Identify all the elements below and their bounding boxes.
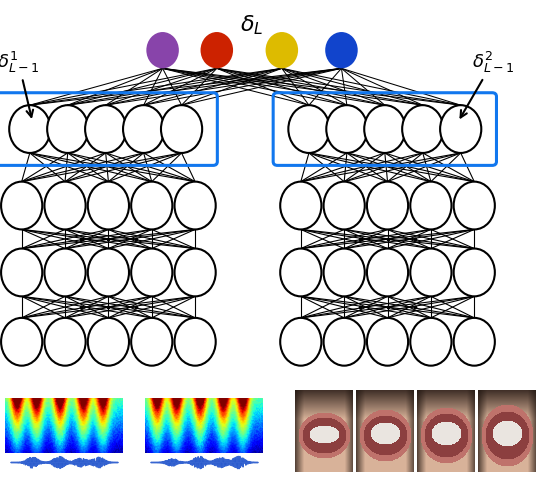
Ellipse shape	[454, 249, 495, 296]
Ellipse shape	[88, 182, 129, 229]
Ellipse shape	[454, 318, 495, 366]
Ellipse shape	[364, 105, 405, 153]
Ellipse shape	[324, 249, 365, 296]
Ellipse shape	[367, 182, 408, 229]
Ellipse shape	[280, 318, 321, 366]
Ellipse shape	[175, 182, 216, 229]
Ellipse shape	[325, 32, 358, 68]
Ellipse shape	[131, 318, 172, 366]
Ellipse shape	[47, 105, 88, 153]
Ellipse shape	[1, 182, 42, 229]
Ellipse shape	[1, 318, 42, 366]
Ellipse shape	[280, 182, 321, 229]
Ellipse shape	[161, 105, 202, 153]
Ellipse shape	[440, 105, 481, 153]
Ellipse shape	[288, 105, 330, 153]
Ellipse shape	[324, 182, 365, 229]
Ellipse shape	[326, 105, 367, 153]
Ellipse shape	[44, 182, 86, 229]
Ellipse shape	[201, 32, 233, 68]
Ellipse shape	[44, 318, 86, 366]
Ellipse shape	[146, 32, 179, 68]
Ellipse shape	[131, 182, 172, 229]
Ellipse shape	[454, 182, 495, 229]
Ellipse shape	[367, 249, 408, 296]
Ellipse shape	[410, 249, 451, 296]
Ellipse shape	[324, 318, 365, 366]
Ellipse shape	[367, 318, 408, 366]
Ellipse shape	[88, 249, 129, 296]
Ellipse shape	[9, 105, 50, 153]
Ellipse shape	[266, 32, 298, 68]
Ellipse shape	[402, 105, 443, 153]
Ellipse shape	[44, 249, 86, 296]
Text: $\delta_L$: $\delta_L$	[240, 13, 264, 37]
Ellipse shape	[280, 249, 321, 296]
Ellipse shape	[88, 318, 129, 366]
Ellipse shape	[85, 105, 126, 153]
Ellipse shape	[175, 249, 216, 296]
Text: $\delta^2_{L-1}$: $\delta^2_{L-1}$	[461, 50, 514, 118]
Ellipse shape	[131, 249, 172, 296]
Ellipse shape	[1, 249, 42, 296]
Ellipse shape	[410, 182, 451, 229]
Text: $\delta^1_{L-1}$: $\delta^1_{L-1}$	[0, 50, 40, 117]
Ellipse shape	[175, 318, 216, 366]
Ellipse shape	[410, 318, 451, 366]
Ellipse shape	[123, 105, 164, 153]
